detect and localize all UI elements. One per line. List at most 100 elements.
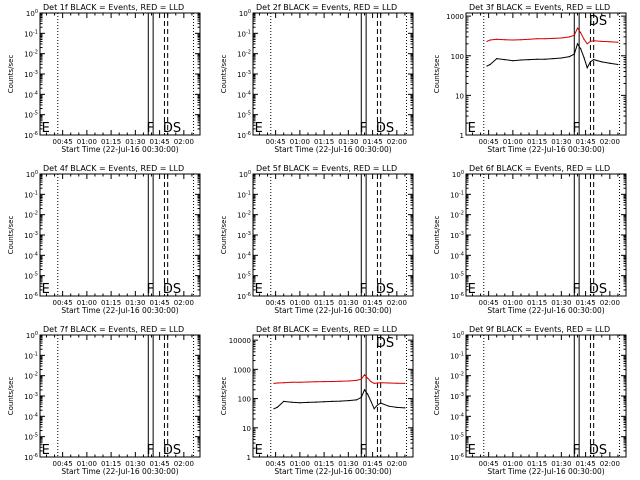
y-tick-base: 10 — [24, 91, 33, 99]
y-tick-label: 10-1 — [450, 351, 464, 360]
y-axis-label: Counts/sec — [433, 55, 441, 94]
data-point-events — [355, 399, 357, 401]
y-tick-label: 100 — [238, 396, 251, 404]
x-tick-label: 01:00 — [77, 460, 97, 468]
plot-frame — [252, 334, 414, 458]
y-tick-label: 10-1 — [450, 190, 464, 199]
y-tick-base: 10 — [237, 30, 246, 38]
data-point-lld — [573, 34, 575, 36]
x-axis-label: Start Time (22-Jul-16 00:30:00) — [487, 145, 604, 154]
y-tick-base: 10 — [24, 232, 33, 240]
y-tick-label: 10-2 — [450, 372, 464, 381]
data-point-lld — [307, 381, 309, 383]
y-tick-base: 10 — [450, 373, 459, 381]
data-point-lld — [291, 381, 293, 383]
plot-frame — [39, 173, 201, 297]
y-tick-label: 10-4 — [450, 412, 464, 421]
data-point-events — [601, 61, 603, 63]
y-tick-label: 1000 — [446, 13, 464, 21]
x-tick-label: 01:30 — [125, 138, 145, 146]
data-point-lld — [552, 37, 554, 40]
data-point-events — [576, 43, 579, 45]
y-tick-exponent: -2 — [246, 211, 251, 217]
data-point-events — [299, 402, 301, 404]
data-point-lld — [370, 381, 372, 383]
data-point-lld — [593, 40, 595, 42]
y-axis-label: Counts/sec — [433, 216, 441, 255]
series-line-lld-red — [273, 374, 405, 384]
data-point-events — [617, 63, 619, 66]
panel-title: Det 5f BLACK = Events, RED = LLD — [256, 164, 397, 173]
data-point-lld — [601, 40, 603, 43]
x-tick-label: 02:00 — [174, 138, 194, 146]
marker-label-ds: DS — [376, 121, 394, 136]
y-tick-exponent: 0 — [35, 9, 38, 15]
y-tick-base: 10 — [237, 91, 246, 99]
y-tick-exponent: -3 — [33, 70, 38, 76]
x-tick-label: 02:00 — [600, 460, 620, 468]
marker-label-e: E — [42, 121, 50, 136]
data-point-lld — [536, 38, 538, 40]
y-tick-exponent: -6 — [246, 131, 251, 137]
y-tick-label: 10-5 — [24, 272, 38, 281]
panel-title: Det 3f BLACK = Events, RED = LLD — [469, 3, 610, 12]
data-point-lld — [520, 39, 522, 41]
data-point-events — [560, 57, 563, 59]
y-tick-exponent: -1 — [459, 351, 464, 357]
marker-label-e: E — [468, 282, 476, 297]
x-tick-label: 02:00 — [600, 299, 620, 307]
x-tick-label: 01:15 — [314, 460, 334, 468]
x-tick-label: 02:00 — [387, 299, 407, 307]
y-tick-label: 100 — [452, 331, 464, 340]
x-tick-label: 01:15 — [314, 138, 334, 146]
plot-frame — [465, 173, 627, 297]
marker-label-ds: DS — [163, 121, 181, 136]
y-tick-label: 10-5 — [237, 272, 251, 281]
x-tick-label: 01:45 — [576, 460, 596, 468]
y-tick-label: 10-6 — [450, 292, 464, 301]
y-tick-label: 10 — [242, 425, 251, 433]
y-tick-base: 10 — [24, 252, 33, 260]
y-tick-exponent: -4 — [459, 251, 464, 257]
y-tick-base: 10 — [24, 454, 33, 462]
y-tick-exponent: -3 — [33, 231, 38, 237]
x-tick-label: 02:00 — [387, 460, 407, 468]
x-tick-label: 00:45 — [479, 299, 499, 307]
x-tick-label: 01:30 — [551, 138, 571, 146]
y-tick-base: 10 — [26, 171, 35, 179]
y-tick-exponent: -2 — [33, 372, 38, 378]
plot-frame — [252, 173, 414, 297]
y-tick-label: 100 — [451, 53, 464, 61]
data-point-events — [583, 57, 585, 59]
y-tick-base: 10 — [450, 393, 459, 401]
y-tick-label: 10-5 — [24, 433, 38, 442]
y-tick-exponent: -2 — [246, 50, 251, 56]
y-tick-base: 10 — [452, 171, 461, 179]
x-tick-label: 01:30 — [551, 460, 571, 468]
data-point-lld — [363, 374, 366, 376]
marker-label-f: F — [573, 121, 580, 136]
marker-label-e: E — [255, 443, 263, 458]
plot-frame — [465, 12, 627, 136]
y-tick-exponent: -5 — [246, 272, 251, 278]
y-tick-label: 100 — [26, 331, 38, 340]
data-point-lld — [339, 380, 341, 382]
data-point-events — [347, 400, 349, 402]
panel-det-1f: Det 1f BLACK = Events, RED = LLD10-610-5… — [7, 3, 201, 154]
y-tick-exponent: 0 — [35, 170, 38, 176]
data-point-lld — [376, 382, 378, 384]
x-tick-label: 00:45 — [53, 460, 73, 468]
y-tick-base: 10 — [239, 10, 248, 18]
marker-label-f: F — [147, 282, 154, 297]
data-point-lld — [504, 39, 506, 41]
y-tick-base: 10 — [24, 393, 33, 401]
y-axis-label: Counts/sec — [220, 55, 228, 94]
y-tick-exponent: 0 — [461, 170, 464, 176]
y-tick-label: 10-1 — [237, 190, 251, 199]
y-tick-label: 10-5 — [24, 111, 38, 120]
x-tick-label: 02:00 — [174, 460, 194, 468]
y-tick-exponent: -1 — [246, 190, 251, 196]
y-tick-base: 10 — [237, 293, 246, 301]
marker-label-ds: DS — [163, 443, 181, 458]
y-axis-label: Counts/sec — [220, 377, 228, 416]
